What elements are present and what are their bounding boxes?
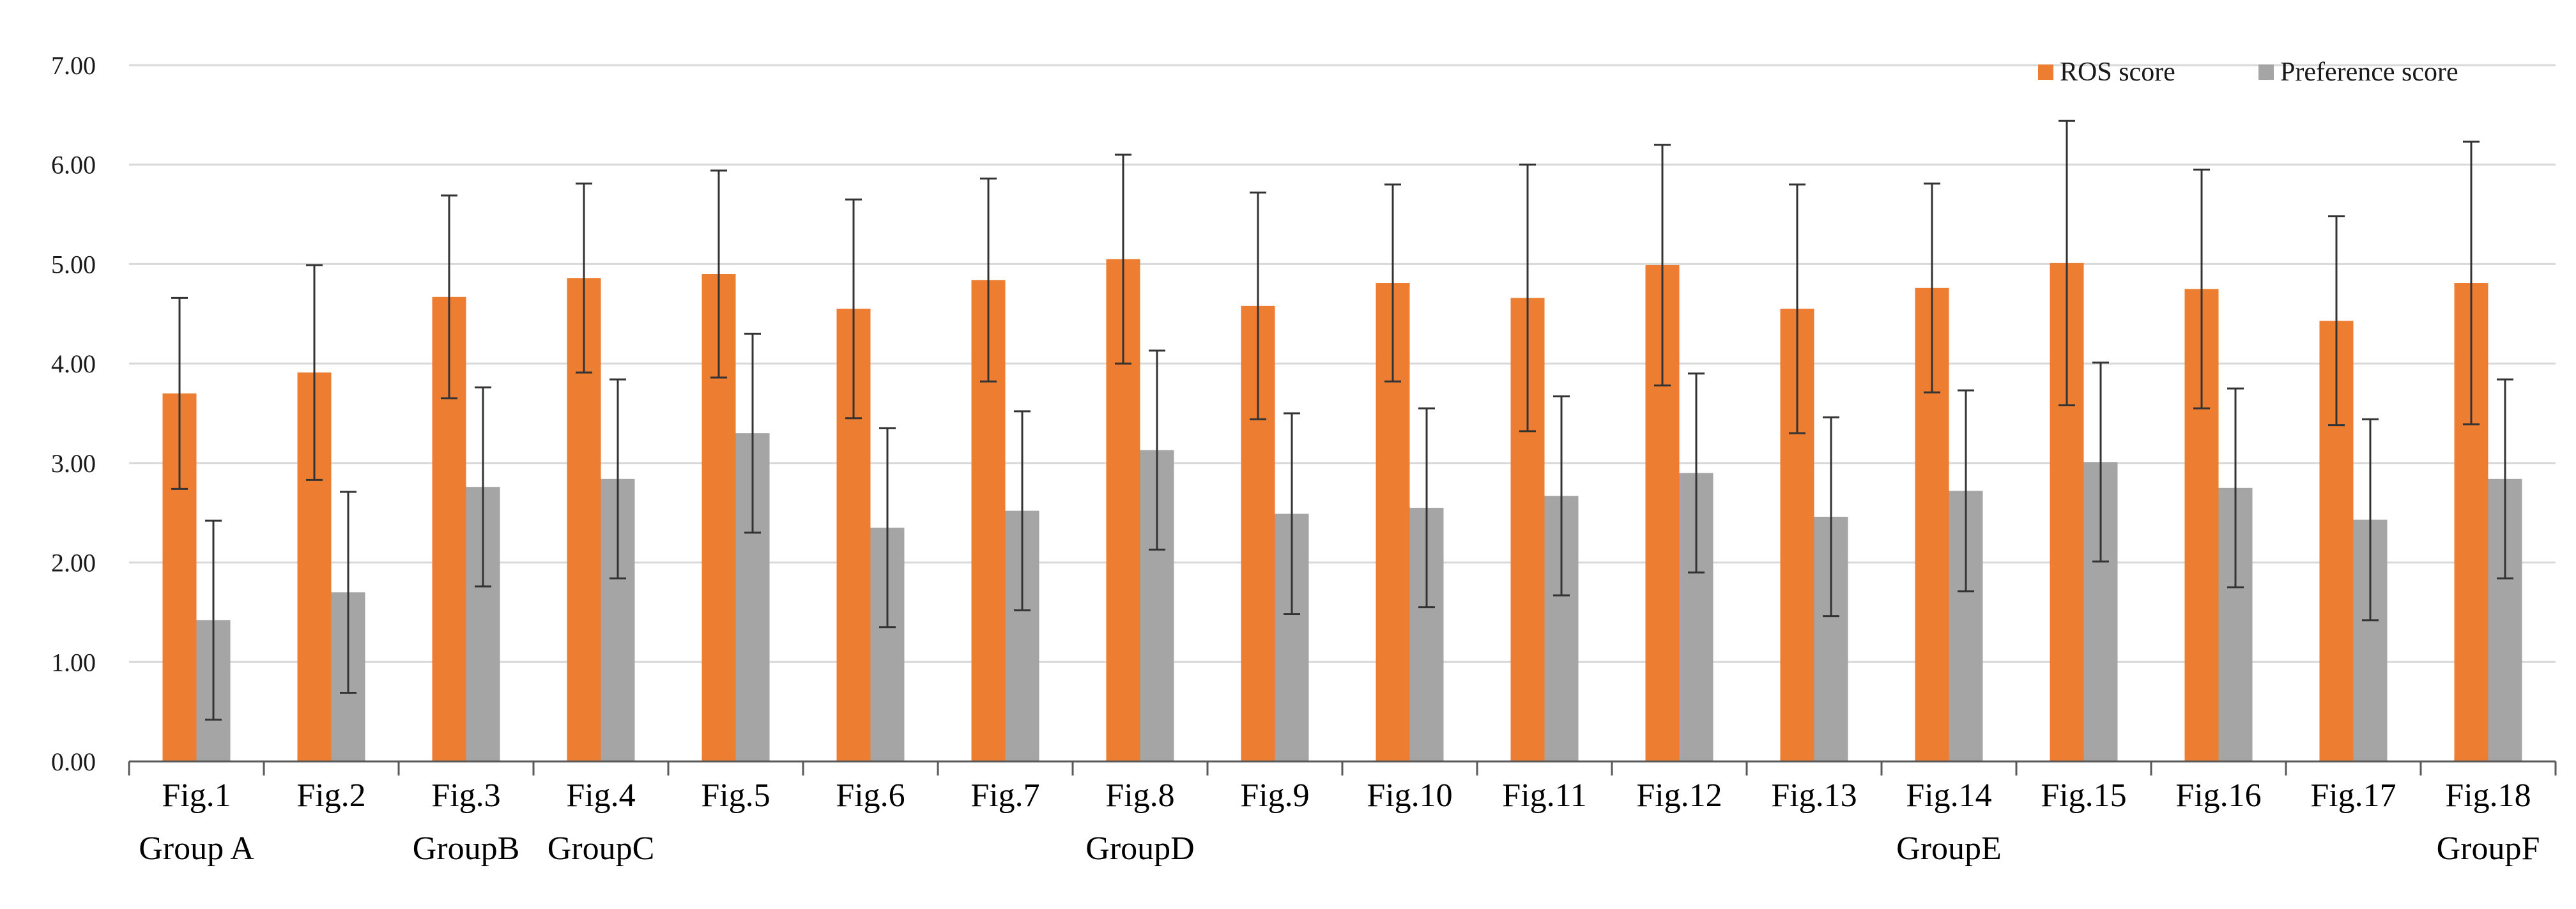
y-tick-label: 6.00 [51, 151, 96, 180]
y-tick-label: 5.00 [51, 250, 96, 279]
x-category-label: Fig.1 [162, 777, 231, 814]
legend-label-preference[interactable]: Preference score [2280, 57, 2458, 87]
x-category-label: Fig.18 [2445, 777, 2531, 814]
x-category-label: Fig.16 [2175, 777, 2261, 814]
x-category-label: Fig.6 [836, 777, 905, 814]
x-category-label: Fig.4 [566, 777, 635, 814]
group-label: Group A [139, 830, 254, 867]
error-bars [171, 119, 2513, 721]
group-label: GroupE [1896, 830, 2002, 867]
legend[interactable]: ROS score Preference score [2038, 57, 2458, 87]
legend-swatch-ros [2038, 65, 2053, 80]
y-tick-label: 2.00 [51, 549, 96, 577]
x-category-label: Fig.2 [296, 777, 365, 814]
x-category-label: Fig.5 [701, 777, 770, 814]
y-tick-label: 3.00 [51, 449, 96, 478]
x-category-label: Fig.10 [1367, 777, 1452, 814]
group-label: GroupB [413, 830, 520, 867]
group-label: GroupD [1085, 830, 1194, 867]
x-category-label: Fig.17 [2310, 777, 2396, 814]
x-category-label: Fig.8 [1105, 777, 1174, 814]
group-label: GroupC [548, 830, 655, 867]
x-category-label: Fig.9 [1240, 777, 1309, 814]
x-category-label: Fig.14 [1906, 777, 1991, 814]
x-category-label: Fig.3 [431, 777, 500, 814]
y-tick-label: 4.00 [51, 349, 96, 378]
x-category-label: Fig.15 [2041, 777, 2126, 814]
x-category-label: Fig.7 [970, 777, 1039, 814]
gridlines [129, 64, 2556, 663]
legend-swatch-preference [2258, 65, 2274, 80]
bars [162, 259, 2522, 762]
legend-label-ros[interactable]: ROS score [2060, 57, 2175, 87]
y-tick-label: 7.00 [51, 51, 96, 80]
y-tick-label: 1.00 [51, 648, 96, 676]
labels: 0.00 1.00 2.00 3.00 4.00 5.00 6.00 7.00 Fig.1 Fig… [51, 51, 2540, 867]
x-category-label: Fig.11 [1502, 777, 1586, 814]
group-label: GroupF [2437, 830, 2540, 867]
axes [128, 760, 2557, 775]
y-tick-label: 0.00 [51, 747, 96, 776]
x-category-label: Fig.12 [1636, 777, 1722, 814]
x-category-label: Fig.13 [1771, 777, 1857, 814]
